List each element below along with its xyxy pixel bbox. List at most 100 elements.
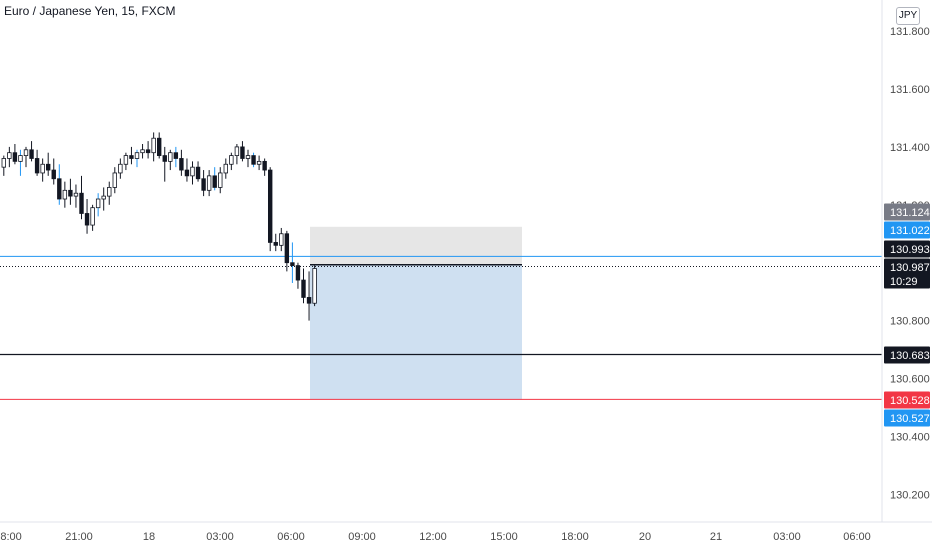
candle bbox=[190, 161, 195, 185]
candle-body bbox=[34, 158, 40, 174]
price-tag-label: 130.527 bbox=[890, 413, 930, 425]
candle bbox=[279, 227, 284, 252]
candle bbox=[179, 149, 184, 176]
candle bbox=[18, 149, 23, 176]
candle-body bbox=[240, 146, 245, 159]
candle bbox=[23, 146, 29, 168]
candle-body bbox=[140, 149, 145, 154]
candle-body bbox=[262, 160, 267, 171]
candle-body bbox=[267, 169, 273, 243]
candle bbox=[218, 167, 223, 194]
candle bbox=[184, 158, 190, 182]
candle bbox=[306, 271, 312, 321]
stop-zone[interactable] bbox=[310, 226, 522, 265]
candle bbox=[201, 170, 206, 197]
candle bbox=[46, 152, 51, 176]
candle-body bbox=[29, 149, 34, 159]
candle-body bbox=[168, 152, 173, 162]
candle bbox=[101, 187, 106, 211]
time-tick-label: 06:00 bbox=[843, 531, 871, 543]
candles bbox=[1, 132, 317, 321]
time-tick-label: 18 bbox=[143, 531, 155, 543]
candle bbox=[262, 158, 267, 176]
candle-body bbox=[245, 155, 251, 159]
price-tick-label: 131.600 bbox=[890, 84, 930, 96]
candle-body bbox=[84, 213, 90, 226]
candle bbox=[212, 167, 217, 191]
candle bbox=[7, 146, 12, 168]
candle bbox=[79, 175, 84, 220]
price-tick-label: 130.400 bbox=[890, 431, 930, 443]
candle bbox=[51, 158, 56, 185]
candle-body bbox=[57, 178, 62, 200]
price-lines bbox=[0, 255, 882, 400]
candle bbox=[29, 141, 34, 162]
candle-body bbox=[12, 152, 18, 162]
candle-body bbox=[90, 207, 95, 226]
candle bbox=[312, 265, 317, 307]
candle-body bbox=[68, 189, 73, 197]
candle bbox=[195, 161, 201, 182]
candle-body bbox=[107, 187, 112, 197]
target-zone[interactable] bbox=[310, 264, 522, 400]
candle bbox=[107, 181, 112, 205]
candle bbox=[129, 146, 134, 165]
price-tag: 131.124 bbox=[884, 203, 930, 221]
candle-body bbox=[234, 146, 240, 156]
candle bbox=[62, 181, 68, 208]
price-tag: 130.993 bbox=[884, 240, 930, 258]
candle-body bbox=[156, 137, 162, 156]
price-tick-label: 130.200 bbox=[890, 489, 930, 501]
candle bbox=[156, 132, 162, 159]
candle bbox=[34, 149, 40, 176]
candle bbox=[140, 144, 145, 159]
candle bbox=[267, 167, 273, 252]
candle-body bbox=[218, 172, 223, 188]
candle bbox=[256, 155, 262, 171]
candle bbox=[162, 146, 167, 182]
candle-body bbox=[129, 155, 134, 159]
candle bbox=[95, 193, 101, 217]
candle-body bbox=[123, 155, 129, 165]
candle-body bbox=[190, 166, 195, 177]
candle-body bbox=[151, 137, 156, 154]
candle-body bbox=[273, 242, 278, 246]
currency-button[interactable]: JPY bbox=[896, 7, 920, 25]
candle bbox=[151, 132, 156, 162]
candle-body bbox=[95, 198, 101, 209]
price-tag: 130.683 bbox=[884, 346, 930, 364]
candle bbox=[229, 152, 234, 171]
time-tick-label: 18:00 bbox=[0, 531, 22, 543]
price-tick-label: 131.800 bbox=[890, 26, 930, 38]
candle bbox=[301, 268, 306, 304]
price-tag-label: 130.993 bbox=[890, 244, 930, 256]
candle bbox=[123, 152, 129, 171]
candle bbox=[251, 152, 256, 168]
candle-body bbox=[134, 152, 140, 159]
candle-body bbox=[201, 178, 206, 191]
candle-body bbox=[23, 149, 29, 156]
candle bbox=[173, 146, 179, 168]
candle-body bbox=[40, 163, 45, 174]
time-tick-label: 09:00 bbox=[348, 531, 376, 543]
price-tag-label: 130.528 bbox=[890, 395, 930, 407]
time-tick-label: 21 bbox=[710, 531, 722, 543]
time-tick-label: 18:00 bbox=[561, 531, 589, 543]
candle bbox=[240, 141, 245, 162]
candle bbox=[234, 144, 240, 165]
candle-body bbox=[312, 268, 317, 304]
price-tick-label: 131.400 bbox=[890, 142, 930, 154]
countdown-label: 10:29 bbox=[890, 276, 918, 288]
candle-body bbox=[101, 195, 106, 200]
chart-title: Euro / Japanese Yen, 15, FXCM bbox=[4, 4, 176, 18]
candle bbox=[84, 199, 90, 234]
candle-body bbox=[145, 149, 151, 154]
candle bbox=[245, 149, 251, 168]
time-tick-label: 03:00 bbox=[206, 531, 234, 543]
time-tick-label: 12:00 bbox=[419, 531, 447, 543]
time-tick-label: 03:00 bbox=[773, 531, 801, 543]
candle bbox=[1, 155, 6, 176]
candle bbox=[145, 141, 151, 159]
candle bbox=[284, 230, 290, 272]
